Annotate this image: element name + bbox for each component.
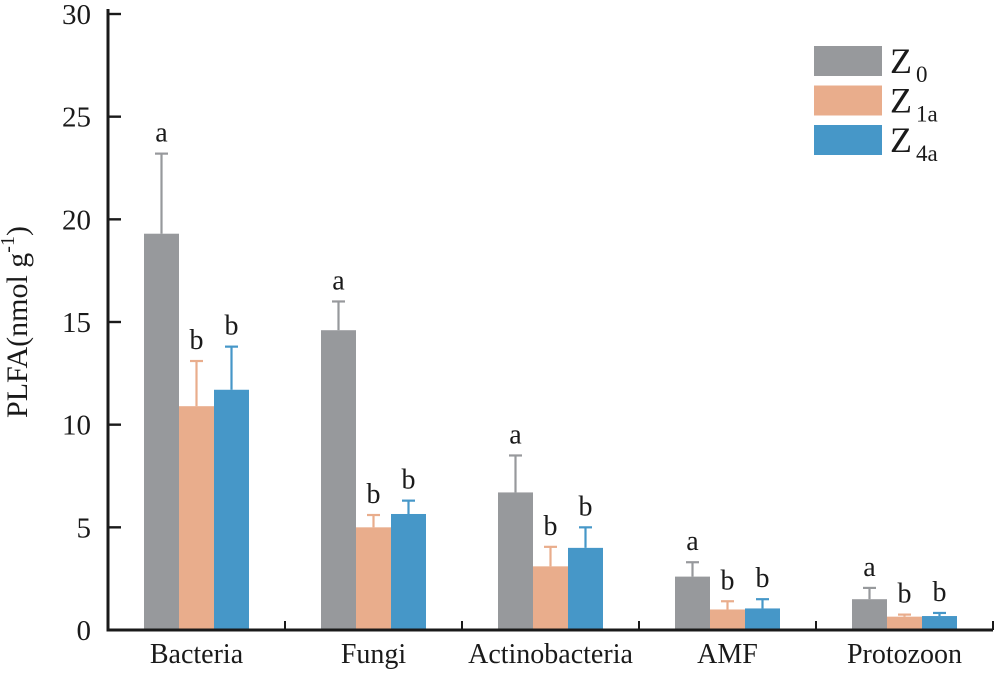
significance-letter: b [721, 565, 735, 596]
significance-letter: b [402, 465, 416, 496]
significance-letter: a [686, 526, 699, 557]
y-tick-label: 15 [62, 307, 91, 339]
significance-letter: a [332, 265, 345, 296]
y-tick-label: 10 [62, 410, 91, 442]
bar-Z4a-Protozoon [922, 616, 957, 630]
legend-swatch-Z1a [814, 85, 882, 116]
significance-letter: b [367, 479, 381, 510]
legend-label-Z1a: Z 1a [890, 81, 938, 127]
category-label-actinobacteria: Actinobacteria [468, 639, 633, 670]
y-axis-title: PLFA(nmol g-1) [0, 226, 34, 418]
y-tick-label: 30 [62, 0, 91, 31]
bar-Z4a-Bacteria [214, 389, 249, 630]
y-tick-label: 5 [77, 512, 92, 544]
bar-Z0-Actinobacteria [498, 492, 533, 630]
bar-Z4a-AMF [745, 608, 780, 630]
legend-swatch-Z0 [814, 46, 882, 76]
y-tick-label: 20 [62, 204, 91, 236]
significance-letter: b [579, 491, 593, 522]
category-label-bacteria: Bacteria [150, 639, 244, 670]
bar-Z0-Bacteria [144, 233, 179, 630]
bar-Z4a-Actinobacteria [568, 547, 603, 630]
significance-letter: a [863, 552, 876, 583]
y-tick-label: 25 [62, 102, 91, 134]
bar-Z0-AMF [675, 576, 710, 630]
y-tick-label: 0 [77, 615, 92, 647]
significance-letter: b [190, 325, 204, 356]
significance-letter: b [544, 511, 558, 542]
bar-Z1a-Fungi [356, 527, 391, 630]
bar-Z0-Fungi [321, 330, 356, 630]
significance-letter: b [756, 563, 770, 594]
bar-Z1a-Actinobacteria [533, 566, 568, 630]
bar-Z0-Protozoon [852, 599, 887, 630]
significance-letter: a [509, 419, 522, 450]
significance-letter: b [225, 311, 239, 342]
category-label-protozoon: Protozoon [847, 639, 962, 670]
bar-Z1a-Protozoon [887, 616, 922, 630]
significance-letter: a [155, 118, 168, 149]
bar-Z1a-AMF [710, 609, 745, 630]
bar-Z1a-Bacteria [179, 406, 214, 630]
significance-letter: b [898, 579, 912, 610]
legend-label-Z4a: Z 4a [890, 120, 938, 166]
legend-swatch-Z4a [814, 125, 882, 155]
bar-Z4a-Fungi [391, 513, 426, 630]
category-label-amf: AMF [697, 639, 758, 670]
significance-letter: b [933, 577, 947, 608]
category-label-fungi: Fungi [341, 639, 407, 670]
